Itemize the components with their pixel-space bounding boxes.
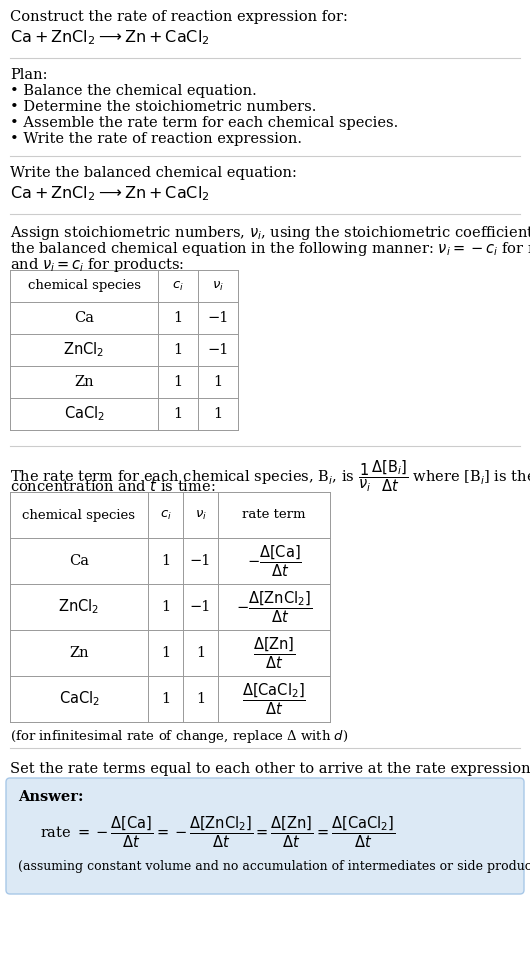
Text: 1: 1 [214,407,223,421]
Text: $c_i$: $c_i$ [160,508,171,521]
Text: 1: 1 [173,407,182,421]
Text: Plan:: Plan: [10,68,48,82]
Text: −1: −1 [207,311,228,325]
Text: The rate term for each chemical species, B$_i$, is $\dfrac{1}{\nu_i}\dfrac{\Delt: The rate term for each chemical species,… [10,458,530,494]
Text: 1: 1 [196,646,205,660]
Text: Set the rate terms equal to each other to arrive at the rate expression:: Set the rate terms equal to each other t… [10,762,530,776]
Text: Write the balanced chemical equation:: Write the balanced chemical equation: [10,166,297,180]
Text: −1: −1 [190,600,211,614]
Text: −1: −1 [207,343,228,357]
Text: concentration and $t$ is time:: concentration and $t$ is time: [10,478,216,494]
Text: $\mathrm{Ca + ZnCl_2 \longrightarrow Zn + CaCl_2}$: $\mathrm{Ca + ZnCl_2 \longrightarrow Zn … [10,184,210,203]
Text: Answer:: Answer: [18,790,84,804]
Text: Assign stoichiometric numbers, $\nu_i$, using the stoichiometric coefficients, $: Assign stoichiometric numbers, $\nu_i$, … [10,224,530,242]
Text: and $\nu_i = c_i$ for products:: and $\nu_i = c_i$ for products: [10,256,184,274]
Text: • Balance the chemical equation.: • Balance the chemical equation. [10,84,257,98]
Text: $c_i$: $c_i$ [172,279,184,293]
Text: Construct the rate of reaction expression for:: Construct the rate of reaction expressio… [10,10,348,24]
Text: 1: 1 [173,311,182,325]
Text: • Determine the stoichiometric numbers.: • Determine the stoichiometric numbers. [10,100,316,114]
Text: $-\dfrac{\Delta[\mathrm{ZnCl_2}]}{\Delta t}$: $-\dfrac{\Delta[\mathrm{ZnCl_2}]}{\Delta… [236,590,312,625]
Text: chemical species: chemical species [28,279,140,293]
Text: $\mathrm{CaCl_2}$: $\mathrm{CaCl_2}$ [64,405,104,424]
Text: 1: 1 [161,646,170,660]
FancyBboxPatch shape [6,778,524,894]
Text: Ca: Ca [69,554,89,568]
Text: 1: 1 [161,600,170,614]
Text: rate term: rate term [242,508,306,521]
Text: Zn: Zn [74,375,94,389]
Text: 1: 1 [161,554,170,568]
Text: $\dfrac{\Delta[\mathrm{Zn}]}{\Delta t}$: $\dfrac{\Delta[\mathrm{Zn}]}{\Delta t}$ [253,635,295,671]
Text: $\mathrm{Ca + ZnCl_2 \longrightarrow Zn + CaCl_2}$: $\mathrm{Ca + ZnCl_2 \longrightarrow Zn … [10,28,210,47]
Text: $\mathrm{CaCl_2}$: $\mathrm{CaCl_2}$ [58,690,100,709]
Text: $\nu_i$: $\nu_i$ [195,508,207,521]
Text: $\mathrm{ZnCl_2}$: $\mathrm{ZnCl_2}$ [64,341,104,359]
Text: 1: 1 [173,343,182,357]
Text: $\nu_i$: $\nu_i$ [212,279,224,293]
Text: 1: 1 [214,375,223,389]
Text: (for infinitesimal rate of change, replace Δ with $d$): (for infinitesimal rate of change, repla… [10,728,348,745]
Text: $-\dfrac{\Delta[\mathrm{Ca}]}{\Delta t}$: $-\dfrac{\Delta[\mathrm{Ca}]}{\Delta t}$ [246,544,302,579]
Text: 1: 1 [173,375,182,389]
Text: Zn: Zn [69,646,89,660]
Text: $\dfrac{\Delta[\mathrm{CaCl_2}]}{\Delta t}$: $\dfrac{\Delta[\mathrm{CaCl_2}]}{\Delta … [242,681,306,716]
Text: −1: −1 [190,554,211,568]
Text: • Assemble the rate term for each chemical species.: • Assemble the rate term for each chemic… [10,116,398,130]
Text: 1: 1 [196,692,205,706]
Text: (assuming constant volume and no accumulation of intermediates or side products): (assuming constant volume and no accumul… [18,860,530,873]
Text: Ca: Ca [74,311,94,325]
Text: • Write the rate of reaction expression.: • Write the rate of reaction expression. [10,132,302,146]
Text: chemical species: chemical species [22,508,136,521]
Text: $\mathrm{ZnCl_2}$: $\mathrm{ZnCl_2}$ [58,597,100,617]
Text: 1: 1 [161,692,170,706]
Text: rate $= -\dfrac{\Delta[\mathrm{Ca}]}{\Delta t} = -\dfrac{\Delta[\mathrm{ZnCl_2}]: rate $= -\dfrac{\Delta[\mathrm{Ca}]}{\De… [40,814,395,849]
Text: the balanced chemical equation in the following manner: $\nu_i = -c_i$ for react: the balanced chemical equation in the fo… [10,240,530,258]
